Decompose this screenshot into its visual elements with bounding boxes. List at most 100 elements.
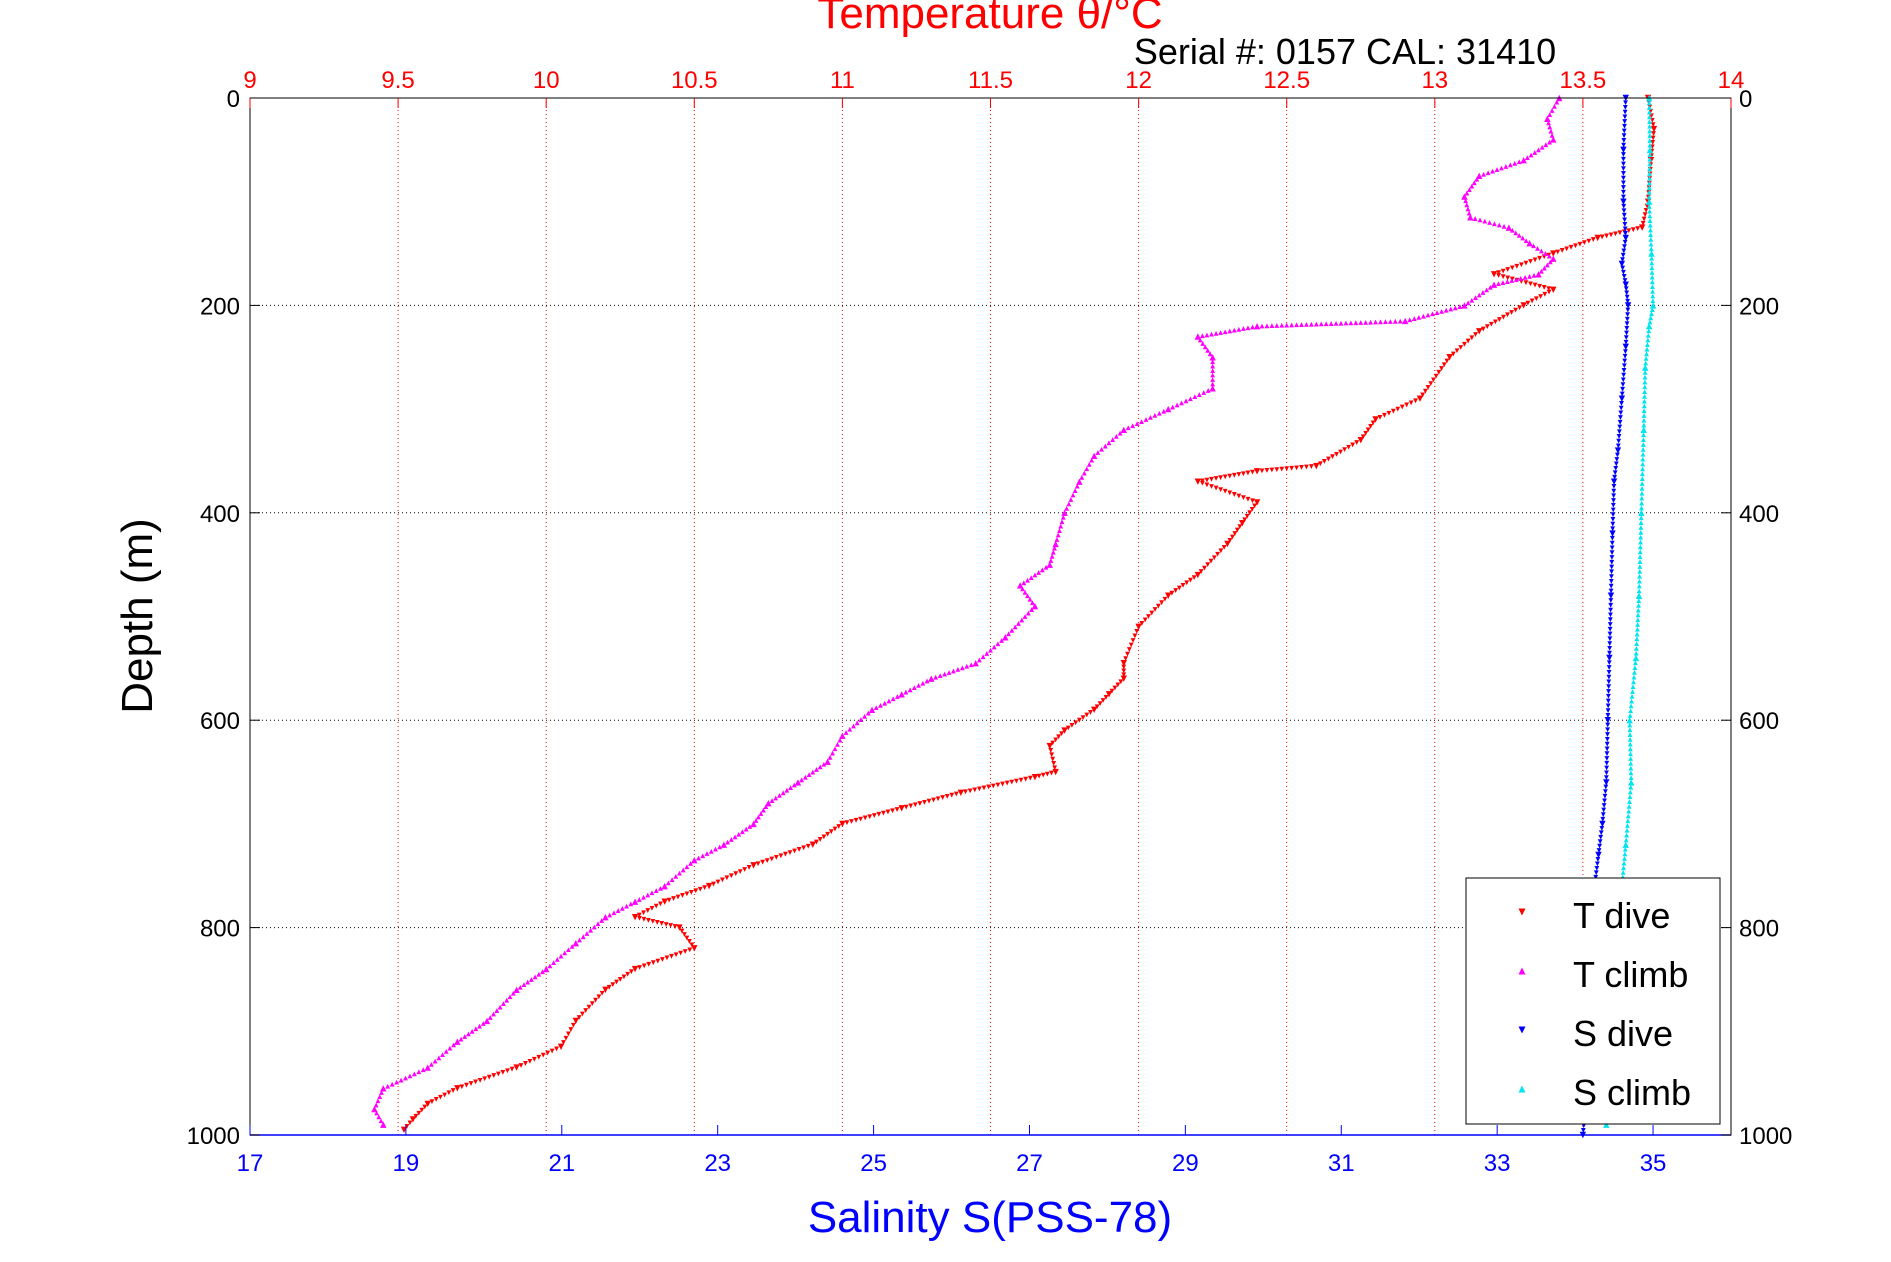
data-point-t-dive <box>1215 551 1220 557</box>
data-point-t-dive <box>1245 470 1251 476</box>
data-point-t-climb <box>1549 108 1555 113</box>
data-point-t-dive <box>1617 230 1623 236</box>
data-point-t-dive <box>563 1035 569 1041</box>
data-point-t-climb <box>462 1034 468 1039</box>
data-point-t-dive <box>672 924 678 929</box>
data-point-t-climb <box>1463 198 1469 204</box>
data-point-s-climb <box>1647 166 1653 172</box>
data-point-t-climb <box>649 890 655 896</box>
data-point-t-climb <box>595 921 601 927</box>
data-point-t-climb <box>784 787 790 793</box>
data-point-t-dive <box>931 797 936 803</box>
data-point-s-dive <box>1595 857 1601 862</box>
data-point-t-climb <box>1054 537 1060 542</box>
legend-marker-t-dive <box>1518 908 1526 916</box>
data-point-t-dive <box>1626 228 1632 234</box>
data-point-s-climb <box>1621 860 1627 866</box>
grid-lines <box>250 98 1731 1135</box>
data-point-s-dive <box>1616 434 1622 439</box>
data-point-t-dive <box>691 945 698 952</box>
data-point-t-dive <box>1635 226 1641 232</box>
data-point-t-dive <box>957 789 965 796</box>
data-point-t-climb <box>907 687 913 693</box>
data-point-s-dive <box>1604 736 1610 742</box>
data-point-t-climb <box>1544 262 1550 268</box>
data-point-t-dive <box>853 817 859 823</box>
data-point-t-climb <box>830 750 835 756</box>
data-point-t-dive <box>858 816 864 822</box>
data-point-t-climb <box>653 888 659 893</box>
data-point-t-dive <box>1490 271 1498 278</box>
data-point-t-climb <box>1527 273 1532 279</box>
data-point-t-dive <box>659 921 665 926</box>
data-point-t-dive <box>1202 565 1207 571</box>
data-point-t-climb <box>1532 150 1538 155</box>
data-point-t-dive <box>1234 527 1240 533</box>
data-point-t-climb <box>602 914 609 921</box>
data-point-t-climb <box>942 671 947 677</box>
data-point-t-dive <box>602 986 609 994</box>
data-point-s-dive <box>1622 226 1628 232</box>
data-point-t-climb <box>1477 217 1483 223</box>
data-point-s-dive <box>1621 180 1626 186</box>
data-point-t-dive <box>641 963 647 969</box>
data-point-t-dive <box>849 819 854 824</box>
data-point-t-climb <box>1125 425 1131 431</box>
data-point-t-dive <box>1180 582 1186 588</box>
data-point-t-climb <box>1205 347 1211 353</box>
data-point-s-dive <box>1624 326 1630 331</box>
data-point-t-climb <box>1397 318 1403 324</box>
data-point-t-climb <box>1500 280 1506 285</box>
data-point-t-dive <box>1046 742 1053 750</box>
data-point-s-climb <box>1638 520 1644 525</box>
data-point-t-dive <box>1018 777 1024 783</box>
data-point-t-climb <box>424 1064 431 1071</box>
data-point-s-dive <box>1613 461 1619 467</box>
data-point-t-dive <box>796 847 802 852</box>
data-point-s-climb <box>1633 646 1639 651</box>
data-point-s-dive <box>1621 133 1627 139</box>
data-point-t-dive <box>1377 414 1383 420</box>
data-point-s-dive <box>1624 321 1630 327</box>
data-point-t-dive <box>1023 776 1029 782</box>
data-point-t-climb <box>769 798 775 803</box>
data-point-t-dive <box>1208 558 1214 564</box>
data-point-t-dive <box>655 958 661 964</box>
data-point-t-climb <box>454 1038 461 1045</box>
data-point-t-dive <box>513 1064 520 1071</box>
data-point-t-climb <box>429 1061 434 1067</box>
data-point-t-climb <box>371 1105 378 1113</box>
data-point-t-climb <box>1199 333 1205 339</box>
y-axis-label: Depth (m) <box>113 518 162 714</box>
data-point-s-climb <box>1639 481 1645 486</box>
data-point-t-climb <box>1029 607 1035 612</box>
data-point-t-climb <box>1250 324 1255 330</box>
data-point-t-climb <box>665 880 671 886</box>
data-point-t-dive <box>1237 524 1243 530</box>
data-point-t-climb <box>847 726 853 732</box>
data-point-t-climb <box>1368 319 1374 325</box>
data-point-s-dive <box>1614 457 1620 462</box>
data-point-s-climb <box>1648 315 1654 321</box>
data-point-t-climb <box>1099 446 1104 452</box>
data-point-s-dive <box>1610 512 1616 518</box>
data-point-s-climb <box>1647 138 1653 143</box>
data-point-t-dive <box>614 979 619 985</box>
data-point-t-dive <box>1473 332 1478 337</box>
data-point-t-dive <box>1125 651 1130 657</box>
data-point-t-climb <box>532 974 538 980</box>
data-point-s-climb <box>1646 328 1652 334</box>
data-point-t-dive <box>890 808 895 814</box>
data-point-t-climb <box>1210 363 1216 369</box>
data-point-t-climb <box>1547 139 1552 145</box>
data-point-t-climb <box>536 971 542 977</box>
data-point-t-dive <box>1523 280 1529 286</box>
data-point-t-climb <box>1194 333 1202 340</box>
data-point-s-climb <box>1637 549 1643 555</box>
data-point-s-dive <box>1594 865 1600 871</box>
data-point-t-dive <box>1115 682 1121 688</box>
data-point-t-dive <box>491 1073 497 1078</box>
data-point-t-dive <box>922 799 927 805</box>
legend-label-s-dive: S dive <box>1573 1013 1673 1054</box>
data-point-t-climb <box>1363 319 1369 325</box>
